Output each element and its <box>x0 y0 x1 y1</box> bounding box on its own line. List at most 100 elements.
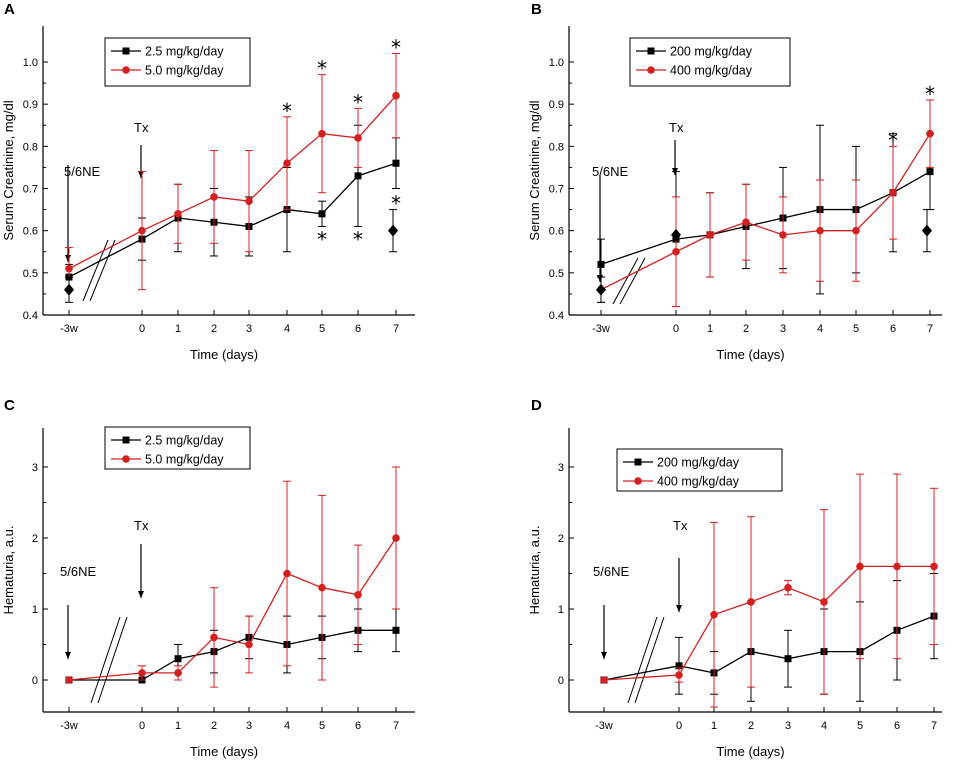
data-point <box>245 197 253 205</box>
data-point <box>392 159 400 167</box>
axis-break <box>619 257 646 305</box>
y-tick-label: 1 <box>32 604 38 616</box>
nephrectomy-label: 5/6NE <box>64 164 100 179</box>
legend-label: 2.5 mg/kg/day <box>145 45 224 59</box>
panel-letter: D <box>531 397 542 414</box>
control-point <box>596 283 606 296</box>
legend-marker <box>122 455 130 463</box>
data-point <box>210 193 218 201</box>
axis-break <box>90 616 121 704</box>
data-point <box>600 676 608 684</box>
significance-star: * <box>391 36 401 60</box>
series-high-dose <box>600 473 938 708</box>
series-line <box>69 629 396 681</box>
series-low-dose <box>597 124 934 308</box>
treatment-label: Tx <box>134 120 149 135</box>
x-tick-label: 2 <box>211 323 217 335</box>
data-point <box>354 172 362 180</box>
data-point <box>784 583 792 592</box>
x-tick-label: 4 <box>284 323 290 335</box>
legend-box <box>104 426 251 470</box>
data-point <box>245 640 253 649</box>
series-low-dose <box>65 124 400 291</box>
arrow-head <box>138 591 144 598</box>
y-tick-label: 0.8 <box>23 141 38 153</box>
x-tick-label: 6 <box>355 323 361 335</box>
x-tick-label: 0 <box>139 720 145 732</box>
control-group <box>596 209 932 303</box>
legend-marker <box>634 458 642 466</box>
arrow-head <box>676 605 682 612</box>
panel-c: C 0 1 2 3 -3w 0 1 2 3 4 5 6 7 Time (days) Hematuria, a.… <box>1 397 415 759</box>
y-tick-label: 0.5 <box>549 268 564 280</box>
x-tick-label: 0 <box>676 720 682 732</box>
treatment-label: Tx <box>669 120 684 135</box>
arrow-head <box>597 275 603 282</box>
data-point <box>930 562 938 571</box>
legend: 2.5 mg/kg/day 5.0 mg/kg/day <box>104 426 251 470</box>
data-point <box>926 129 934 138</box>
data-point <box>852 226 860 235</box>
x-axis-title: Time (days) <box>190 347 258 362</box>
axis-break <box>82 239 109 302</box>
series-line <box>68 537 397 681</box>
y-tick-label: 3 <box>558 462 564 474</box>
series-low-dose <box>600 573 938 702</box>
x-tick-label: 2 <box>743 323 749 335</box>
data-point <box>318 129 326 138</box>
x-tick-label: 7 <box>931 720 937 732</box>
axis-break <box>627 616 658 704</box>
x-tick-label: 1 <box>711 720 717 732</box>
data-point <box>816 226 824 235</box>
treatment-label: Tx <box>673 518 688 533</box>
x-tick-label: 0 <box>673 323 679 335</box>
significance-star: * <box>925 82 935 106</box>
legend-box <box>104 37 251 87</box>
legend-label: 2.5 mg/kg/day <box>145 434 224 448</box>
data-point <box>710 610 718 619</box>
x-tick-label: 1 <box>175 323 181 335</box>
x-axis-title: Time (days) <box>190 744 258 759</box>
x-tick-label: -3w <box>60 323 78 335</box>
significance-star: * <box>353 90 363 114</box>
legend-label: 5.0 mg/kg/day <box>145 453 224 467</box>
x-tick-label: 3 <box>785 720 791 732</box>
data-point <box>893 562 901 571</box>
axis-break <box>634 616 665 704</box>
data-point <box>65 676 73 684</box>
series-high-dose <box>65 53 400 291</box>
series-line <box>600 171 931 266</box>
legend-marker <box>122 66 130 74</box>
data-point <box>318 583 326 592</box>
y-axis-title: Hematuria, a.u. <box>527 526 542 615</box>
legend-label: 400 mg/kg/day <box>657 475 740 489</box>
data-point <box>742 218 750 227</box>
data-point <box>138 669 146 677</box>
x-tick-label: 1 <box>175 720 181 732</box>
x-tick-label: 5 <box>853 323 859 335</box>
significance-star: * <box>353 227 363 251</box>
data-point <box>856 562 864 571</box>
x-tick-label: 5 <box>319 323 325 335</box>
arrow-head <box>65 652 71 659</box>
y-tick-label: 2 <box>32 533 38 545</box>
data-point <box>174 669 182 677</box>
x-tick-label: 3 <box>246 323 252 335</box>
y-axis-title: Serum Creatinine, mg/dl <box>1 100 16 240</box>
significance-star: * <box>888 128 898 152</box>
x-tick-label: -3w <box>60 720 78 732</box>
arrow-head <box>601 652 607 659</box>
control-point <box>922 224 932 237</box>
x-tick-label: 7 <box>393 323 399 335</box>
data-point <box>354 591 362 599</box>
data-point <box>392 626 400 634</box>
panel-letter: B <box>531 1 542 18</box>
data-point <box>65 264 73 273</box>
arrow-head <box>65 255 71 262</box>
x-axis-title: Time (days) <box>716 347 784 362</box>
data-point <box>283 569 291 578</box>
data-point <box>174 655 182 663</box>
legend: 200 mg/kg/day 400 mg/kg/day <box>629 37 791 87</box>
data-point <box>392 534 400 542</box>
